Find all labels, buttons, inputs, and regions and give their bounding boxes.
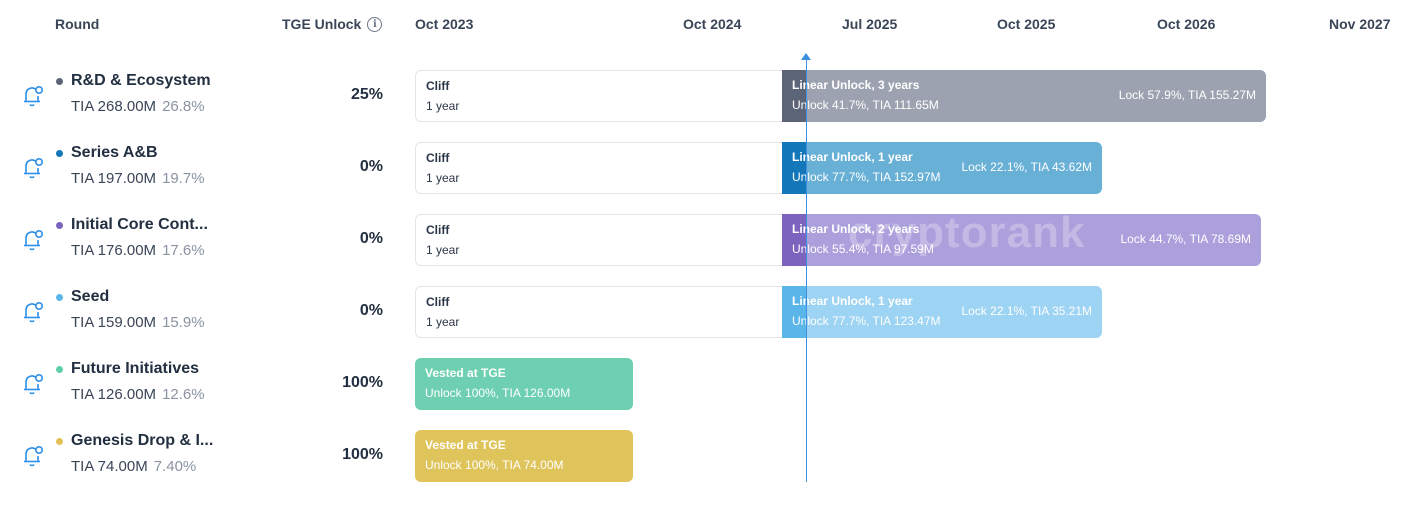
tge-unlock-value: 0% [359,230,383,247]
timeline-date-oct-2025: Oct 2025 [997,16,1056,32]
linear-unlock-title: Linear Unlock, 1 year [792,294,913,308]
round-column-header: Round [55,16,100,32]
round-name: R&D & Ecosystem [71,72,211,89]
round-row-genesis-drop: Genesis Drop & I... TIA 74.00M 7.40% 100%… [0,430,1421,482]
bell-plus-icon[interactable] [22,300,44,324]
tge-unlock-value: 100% [342,374,383,391]
round-amount: TIA 159.00M 15.9% [71,314,205,331]
timeline-date-oct-2024: Oct 2024 [683,16,742,32]
round-share-pct: 7.40% [153,458,197,475]
linear-unlock-title: Linear Unlock, 1 year [792,150,913,164]
vested-amount: Unlock 100%, TIA 74.00M [425,458,564,472]
round-name: Future Initiatives [71,360,200,377]
round-color-dot [56,78,63,85]
linear-unlock-amount: Unlock 77.7%, TIA 123.47M [792,314,941,328]
linear-unlock-amount: Unlock 77.7%, TIA 152.97M [792,170,941,184]
round-color-dot [56,150,63,157]
linear-unlock-title: Linear Unlock, 3 years [792,78,920,92]
today-marker-line [806,58,807,482]
linear-unlock-title: Linear Unlock, 2 years [792,222,920,236]
bell-plus-icon[interactable] [22,372,44,396]
linear-unlock-bar[interactable]: Linear Unlock, 2 years Unlock 55.4%, TIA… [782,214,1261,266]
timeline-date-jul-2025: Jul 2025 [842,16,898,32]
round-name: Series A&B [71,144,158,161]
round-amount: TIA 268.00M 26.8% [71,98,205,115]
round-color-dot [56,438,63,445]
round-amount-value: TIA 159.00M [71,314,157,331]
bell-plus-icon[interactable] [22,84,44,108]
lock-amount: Lock 22.1%, TIA 43.62M [961,160,1092,174]
vested-bar[interactable]: Vested at TGE Unlock 100%, TIA 74.00M [415,430,633,482]
timeline-date-oct-2026: Oct 2026 [1157,16,1216,32]
lock-amount: Lock 22.1%, TIA 35.21M [961,304,1092,318]
cliff-title: Cliff [426,151,450,165]
cliff-duration: 1 year [426,99,460,113]
round-share-pct: 19.7% [162,170,205,187]
timeline-date-oct-2023: Oct 2023 [415,16,474,32]
tge-unlock-value: 0% [359,158,383,175]
round-amount-value: TIA 197.00M [71,170,157,187]
tge-unlock-column-header: TGE Unlock i [282,16,383,32]
timeline-date-nov-2027: Nov 2027 [1329,16,1391,32]
today-marker-arrow [801,53,811,60]
tge-unlock-value: 100% [342,446,383,463]
round-share-pct: 15.9% [162,314,205,331]
vested-amount: Unlock 100%, TIA 126.00M [425,386,571,400]
bell-plus-icon[interactable] [22,228,44,252]
round-row-rnd-ecosystem: R&D & Ecosystem TIA 268.00M 26.8% 25% Cli… [0,70,1421,122]
round-amount-value: TIA 176.00M [71,242,157,259]
lock-amount: Lock 57.9%, TIA 155.27M [1118,88,1256,102]
cliff-bar[interactable]: Cliff 1 year [415,70,783,122]
round-amount: TIA 74.00M 7.40% [71,458,196,475]
tge-unlock-label: TGE Unlock [282,16,362,32]
round-color-dot [56,222,63,229]
round-share-pct: 26.8% [162,98,205,115]
cliff-title: Cliff [426,223,450,237]
round-name: Genesis Drop & I... [71,432,214,449]
round-amount: TIA 197.00M 19.7% [71,170,205,187]
cliff-duration: 1 year [426,171,460,185]
info-icon[interactable]: i [367,16,383,32]
cliff-duration: 1 year [426,243,460,257]
cliff-bar[interactable]: Cliff 1 year [415,214,783,266]
linear-unlock-bar[interactable]: Linear Unlock, 1 year Unlock 77.7%, TIA … [782,142,1102,194]
vested-bar[interactable]: Vested at TGE Unlock 100%, TIA 126.00M [415,358,633,410]
cliff-duration: 1 year [426,315,460,329]
cliff-title: Cliff [426,79,450,93]
round-row-initial-core: Initial Core Cont... TIA 176.00M 17.6% 0%… [0,214,1421,266]
round-color-dot [56,294,63,301]
vested-title: Vested at TGE [425,366,506,380]
bell-plus-icon[interactable] [22,444,44,468]
round-share-pct: 12.6% [162,386,205,403]
linear-unlock-bar[interactable]: Linear Unlock, 1 year Unlock 77.7%, TIA … [782,286,1102,338]
tge-unlock-value: 0% [359,302,383,319]
cliff-title: Cliff [426,295,450,309]
tge-unlock-value: 25% [350,86,383,103]
round-amount-value: TIA 74.00M [71,458,148,475]
round-share-pct: 17.6% [162,242,205,259]
round-amount: TIA 126.00M 12.6% [71,386,205,403]
round-name: Seed [71,288,110,305]
cliff-bar[interactable]: Cliff 1 year [415,142,783,194]
linear-unlock-amount: Unlock 41.7%, TIA 111.65M [792,98,939,112]
bell-plus-icon[interactable] [22,156,44,180]
round-amount: TIA 176.00M 17.6% [71,242,205,259]
round-row-series-ab: Series A&B TIA 197.00M 19.7% 0% Cliff 1 y… [0,142,1421,194]
round-amount-value: TIA 126.00M [71,386,157,403]
lock-amount: Lock 44.7%, TIA 78.69M [1120,232,1251,246]
round-amount-value: TIA 268.00M [71,98,157,115]
round-color-dot [56,366,63,373]
linear-unlock-bar[interactable]: Linear Unlock, 3 years Unlock 41.7%, TIA… [782,70,1266,122]
linear-unlock-amount: Unlock 55.4%, TIA 97.59M [792,242,934,256]
round-row-future-initiatives: Future Initiatives TIA 126.00M 12.6% 100%… [0,358,1421,410]
round-row-seed: Seed TIA 159.00M 15.9% 0% Cliff 1 year Li… [0,286,1421,338]
vested-title: Vested at TGE [425,438,506,452]
cliff-bar[interactable]: Cliff 1 year [415,286,783,338]
round-name: Initial Core Cont... [71,216,208,233]
